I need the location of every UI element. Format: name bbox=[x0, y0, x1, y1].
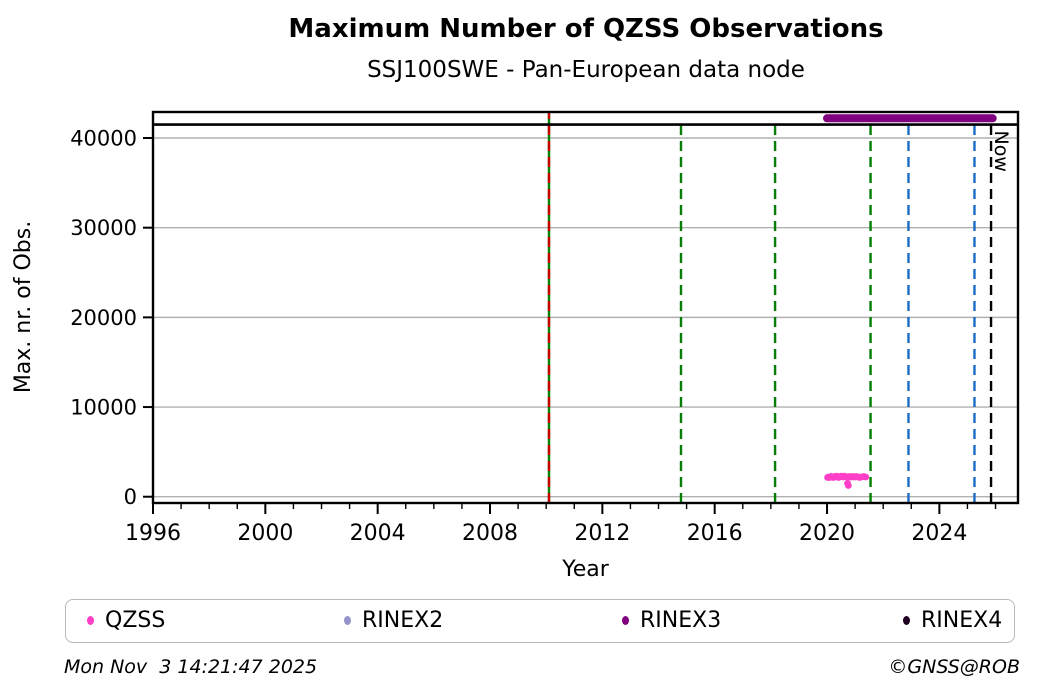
legend-label-rinex4: RINEX4 bbox=[921, 608, 1003, 633]
rinex4-marker-icon bbox=[903, 616, 910, 625]
series-qzss-point bbox=[844, 482, 852, 489]
rinex2-marker-icon bbox=[344, 616, 351, 625]
y-tick-label: 10000 bbox=[70, 396, 137, 420]
y-tick-label: 20000 bbox=[70, 306, 137, 330]
qzss-marker-icon bbox=[87, 616, 94, 625]
legend-label-rinex2: RINEX2 bbox=[362, 608, 444, 633]
chart-title: Maximum Number of QZSS Observations bbox=[288, 14, 884, 44]
x-tick-label: 1996 bbox=[125, 521, 181, 546]
chart-subtitle: SSJ100SWE - Pan-European data node bbox=[367, 57, 805, 83]
x-tick-label: 2016 bbox=[687, 521, 743, 546]
x-tick-label: 2020 bbox=[799, 521, 855, 546]
y-tick-label: 40000 bbox=[70, 127, 137, 151]
plot-area: 1996 2000 2004 2008 2012 2016 2020 2024 0 10000 20… bbox=[11, 110, 1020, 582]
legend-item-qzss: QZSS bbox=[87, 600, 165, 641]
legend-item-rinex3: RINEX3 bbox=[622, 600, 721, 641]
y-tick-label: 0 bbox=[124, 485, 137, 509]
x-tick-label: 2000 bbox=[237, 521, 293, 546]
legend-item-rinex4: RINEX4 bbox=[903, 600, 1002, 641]
plot-frame bbox=[151, 110, 1020, 505]
timestamp-text: Mon Nov 3 14:21:47 2025 bbox=[64, 656, 318, 678]
legend-label-rinex3: RINEX3 bbox=[640, 608, 722, 633]
rinex3-marker-icon bbox=[622, 616, 629, 625]
y-tick-label: 30000 bbox=[70, 216, 137, 240]
copyright-text: ©GNSS@ROB bbox=[888, 656, 1020, 678]
now-annotation: Now bbox=[990, 131, 1012, 172]
series-qzss-point bbox=[862, 473, 870, 481]
x-tick-label: 2008 bbox=[462, 521, 518, 546]
y-axis-label: Max. nr. of Obs. bbox=[11, 221, 36, 393]
legend-label-qzss: QZSS bbox=[105, 608, 166, 633]
legend: QZSS RINEX2 RINEX3 RINEX4 bbox=[65, 599, 1015, 643]
x-tick-label: 2012 bbox=[574, 521, 630, 546]
x-tick-label: 2024 bbox=[911, 521, 967, 546]
legend-item-rinex2: RINEX2 bbox=[344, 600, 443, 641]
x-axis-label: Year bbox=[561, 557, 610, 582]
x-tick-label: 2004 bbox=[350, 521, 406, 546]
